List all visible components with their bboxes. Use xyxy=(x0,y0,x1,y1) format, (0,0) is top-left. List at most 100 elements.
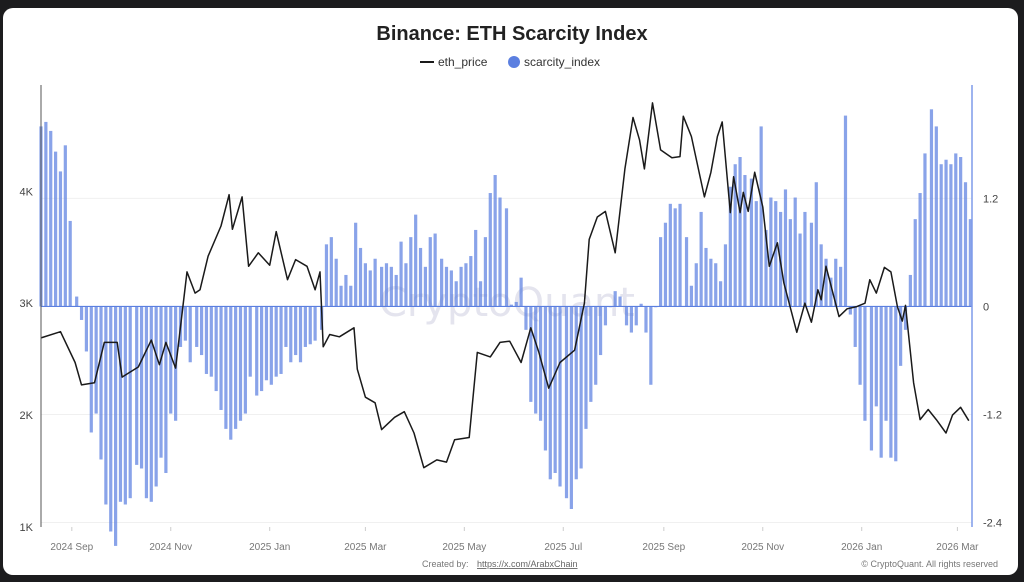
scarcity-index-bar xyxy=(869,306,874,451)
scarcity-index-bar xyxy=(863,306,867,421)
scarcity-index-bar xyxy=(324,244,329,307)
scarcity-index-bar xyxy=(754,201,758,307)
scarcity-index-bar xyxy=(308,306,312,345)
scarcity-index-bar xyxy=(464,263,468,307)
scarcity-index-bar xyxy=(519,277,523,307)
scarcity-index-bar xyxy=(569,306,573,509)
created-by-link[interactable]: https://x.com/ArabxChain xyxy=(477,559,578,569)
scarcity-index-bar xyxy=(843,115,848,307)
scarcity-index-bar xyxy=(104,306,108,505)
scarcity-index-bar xyxy=(279,306,283,374)
scarcity-index-bar xyxy=(534,306,538,414)
scarcity-index-bar xyxy=(589,306,593,402)
scarcity-index-bar xyxy=(663,222,668,307)
scarcity-index-bar xyxy=(63,145,67,307)
scarcity-index-bar xyxy=(788,219,792,307)
legend-item-scarcity-index[interactable]: scarcity_index xyxy=(508,55,600,69)
scarcity-index-bar xyxy=(704,247,708,307)
legend: eth_price scarcity_index xyxy=(420,55,600,69)
scarcity-index-bar xyxy=(879,306,883,458)
created-by-label: Created by: xyxy=(422,559,469,569)
scarcity-index-bar xyxy=(684,237,689,307)
scarcity-index-bar xyxy=(678,203,682,307)
scarcity-index-bar xyxy=(853,306,857,347)
scarcity-index-bar xyxy=(255,306,259,396)
scarcity-index-bar xyxy=(219,306,223,410)
scarcity-index-bar xyxy=(793,197,797,307)
scarcity-index-bar xyxy=(389,266,393,307)
scarcity-index-bar xyxy=(109,306,113,532)
scarcity-index-bar xyxy=(75,296,79,307)
scarcity-index-bar xyxy=(598,306,603,356)
right-axis-ticks: -2.4 -1.2 0 1.2 xyxy=(983,193,1002,529)
scarcity-index-bars xyxy=(39,109,972,546)
eth-price-line-group xyxy=(40,102,970,469)
scarcity-index-bar xyxy=(723,244,728,307)
scarcity-index-bar xyxy=(524,306,528,330)
scarcity-index-bar xyxy=(433,233,437,307)
scarcity-index-bar xyxy=(248,306,252,377)
scarcity-index-bar xyxy=(803,211,807,307)
scarcity-index-bar xyxy=(284,306,288,347)
left-axis-ticks: 1K 2K 3K 4K xyxy=(20,186,34,534)
scarcity-index-bar xyxy=(759,126,763,307)
scarcity-index-bar xyxy=(743,175,747,307)
scarcity-index-bar xyxy=(454,281,458,307)
scarcity-index-bar xyxy=(224,306,228,429)
scarcity-index-bar xyxy=(644,306,648,333)
right-tick-label: 1.2 xyxy=(983,193,998,205)
scarcity-index-bar xyxy=(504,208,509,307)
scarcity-index-bar xyxy=(584,306,588,429)
scarcity-index-bar xyxy=(289,306,293,363)
scarcity-index-bar xyxy=(313,306,317,341)
scarcity-index-bar xyxy=(49,130,53,307)
scarcity-index-bar xyxy=(344,274,348,307)
scarcity-index-bar xyxy=(714,263,718,307)
scarcity-index-bar xyxy=(303,306,307,347)
scarcity-index-bar xyxy=(949,164,953,307)
scarcity-index-bar xyxy=(339,285,343,307)
scarcity-index-bar xyxy=(89,306,93,433)
scarcity-index-bar xyxy=(629,306,633,333)
scarcity-index-bar xyxy=(939,164,943,307)
chart-title: Binance: ETH Scarcity Index xyxy=(376,23,647,45)
scarcity-index-bar xyxy=(159,306,163,458)
scarcity-index-bar xyxy=(358,247,363,307)
scarcity-index-bar xyxy=(469,256,473,307)
scarcity-index-bar xyxy=(234,306,238,429)
scarcity-index-bar xyxy=(884,306,888,421)
scarcity-index-bar xyxy=(834,258,838,307)
scarcity-index-bar xyxy=(618,296,622,307)
x-tick-label: 2026 Mar xyxy=(936,542,979,553)
scarcity-index-bar xyxy=(478,281,483,307)
scarcity-index-bar xyxy=(294,306,298,356)
scarcity-index-bar xyxy=(558,306,562,487)
scarcity-index-bar xyxy=(204,306,209,374)
scarcity-index-bar xyxy=(889,306,893,458)
scarcity-index-bar xyxy=(79,306,84,320)
x-tick-label: 2025 Mar xyxy=(344,542,387,553)
scarcity-index-bar xyxy=(195,306,199,347)
left-tick-label: 3K xyxy=(20,298,34,310)
scarcity-index-bar xyxy=(440,258,444,307)
scarcity-index-bar xyxy=(183,306,187,341)
scarcity-index-bar xyxy=(123,306,127,505)
scarcity-index-bar xyxy=(229,306,233,440)
scarcity-index-bar xyxy=(380,266,384,307)
scarcity-index-bar xyxy=(84,306,89,352)
scarcity-index-bar xyxy=(118,306,123,502)
scarcity-index-bar xyxy=(963,182,968,307)
scarcity-index-bar xyxy=(269,306,273,385)
scarcity-index-bar xyxy=(603,306,608,326)
legend-item-eth-price[interactable]: eth_price xyxy=(420,55,488,69)
chart-card xyxy=(3,8,1018,575)
scarcity-index-bar xyxy=(668,203,672,307)
scarcity-index-bar xyxy=(373,258,377,307)
scarcity-index-bar xyxy=(899,306,903,366)
scarcity-index-bar xyxy=(94,306,98,414)
scarcity-index-bar xyxy=(639,303,643,307)
left-tick-label: 2K xyxy=(20,410,34,422)
scarcity-index-bar xyxy=(553,306,557,473)
x-tick-label: 2025 Sep xyxy=(642,542,685,553)
scarcity-index-bar xyxy=(399,241,403,307)
